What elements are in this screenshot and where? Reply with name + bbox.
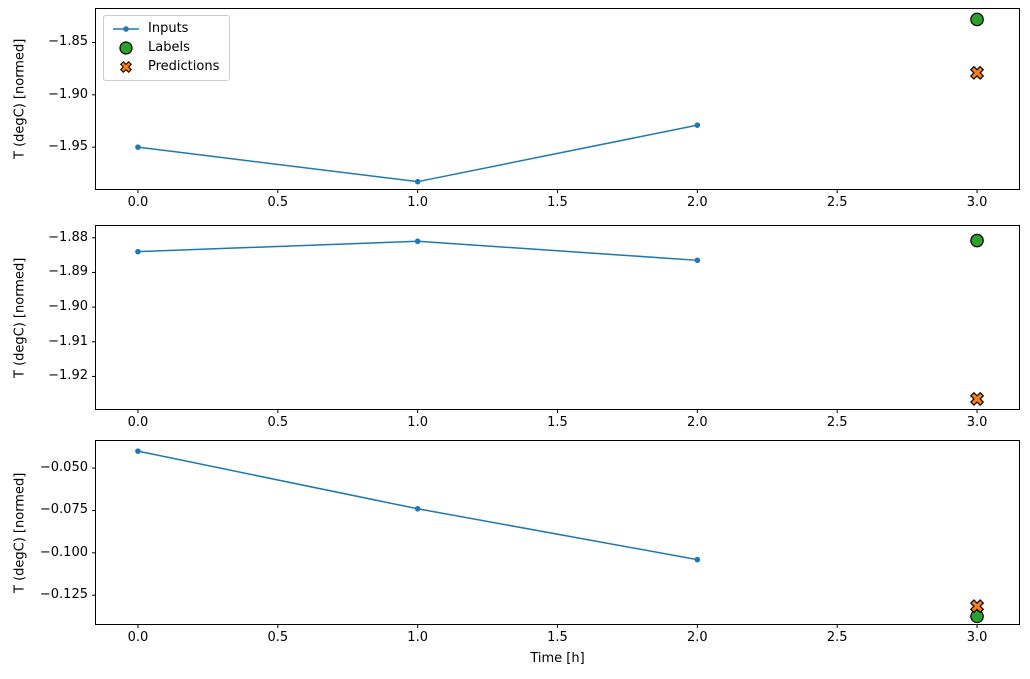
x-tick-label: 0.5	[267, 630, 289, 645]
x-tick-label: 1.5	[547, 630, 568, 645]
x-tick-label: 0.5	[267, 195, 289, 210]
predictions-x-marker-icon	[119, 60, 133, 74]
x-tick-label: 0.0	[127, 415, 149, 430]
legend-label-predictions: Predictions	[148, 59, 220, 74]
subplot2-axes	[92, 225, 1020, 413]
series-labels	[970, 12, 984, 27]
y-tick-label: −1.95	[48, 139, 88, 155]
y-tick-label: −1.85	[48, 34, 88, 50]
series-labels	[970, 609, 984, 624]
subplot2-y-axis-label: T (degC) [normed]	[12, 257, 28, 378]
y-tick-label: −1.91	[48, 333, 88, 349]
series-labels	[970, 233, 984, 248]
subplot1-y-axis-label: T (degC) [normed]	[12, 38, 28, 160]
x-tick-label: 1.0	[407, 195, 428, 210]
y-tick-label: −0.050	[39, 460, 88, 476]
x-tick-label: 3.0	[966, 630, 988, 645]
labels-circle-marker-icon	[119, 41, 133, 55]
x-tick-label: 1.0	[407, 630, 428, 645]
x-tick-label: 1.5	[547, 195, 568, 210]
x-tick-label: 0.0	[127, 630, 149, 645]
y-tick-label: −1.90	[48, 86, 88, 102]
series-inputs	[135, 122, 701, 185]
x-tick-label: 0.0	[127, 195, 149, 210]
series-predictions	[969, 65, 985, 80]
y-tick-label: −1.89	[48, 264, 88, 280]
y-tick-label: −0.125	[39, 587, 88, 603]
legend-item-labels: Labels	[111, 40, 219, 56]
x-tick-label: 1.0	[407, 415, 428, 430]
y-tick-label: −0.100	[39, 544, 88, 560]
x-tick-label: 1.5	[547, 415, 568, 430]
plot-area	[92, 12, 985, 193]
x-tick-label: 2.5	[826, 415, 848, 430]
plot-area	[92, 233, 985, 413]
series-predictions	[969, 391, 985, 407]
x-tick-label: 2.5	[826, 195, 848, 210]
y-tick-label: −1.88	[48, 229, 88, 245]
y-tick-label: −1.90	[48, 299, 88, 315]
legend-label-inputs: Inputs	[148, 21, 189, 36]
series-predictions	[969, 599, 985, 614]
x-tick-label: 2.0	[687, 630, 708, 645]
y-tick-label: −1.92	[48, 368, 88, 384]
y-tick-label: −0.075	[39, 502, 88, 518]
subplot1-axes: Inputs Labels Predictions	[92, 8, 1020, 193]
subplot3-y-axis-label: T (degC) [normed]	[12, 472, 28, 593]
legend: Inputs Labels Predictions	[103, 15, 231, 81]
inputs-line-marker-icon	[113, 26, 139, 32]
x-tick-label: 3.0	[966, 415, 988, 430]
plot-area	[92, 448, 985, 628]
legend-label-labels: Labels	[148, 40, 190, 55]
x-tick-label: 2.0	[687, 195, 708, 210]
series-inputs	[135, 238, 701, 264]
series-inputs	[135, 448, 701, 563]
x-tick-label: 2.0	[687, 415, 708, 430]
legend-item-inputs: Inputs	[111, 21, 219, 37]
x-tick-label: 2.5	[826, 630, 848, 645]
legend-item-predictions: Predictions	[111, 59, 219, 75]
subplot3-axes	[92, 440, 1020, 628]
x-tick-label: 0.5	[267, 415, 289, 430]
x-axis-label: Time [h]	[530, 651, 585, 666]
x-tick-label: 3.0	[966, 195, 988, 210]
